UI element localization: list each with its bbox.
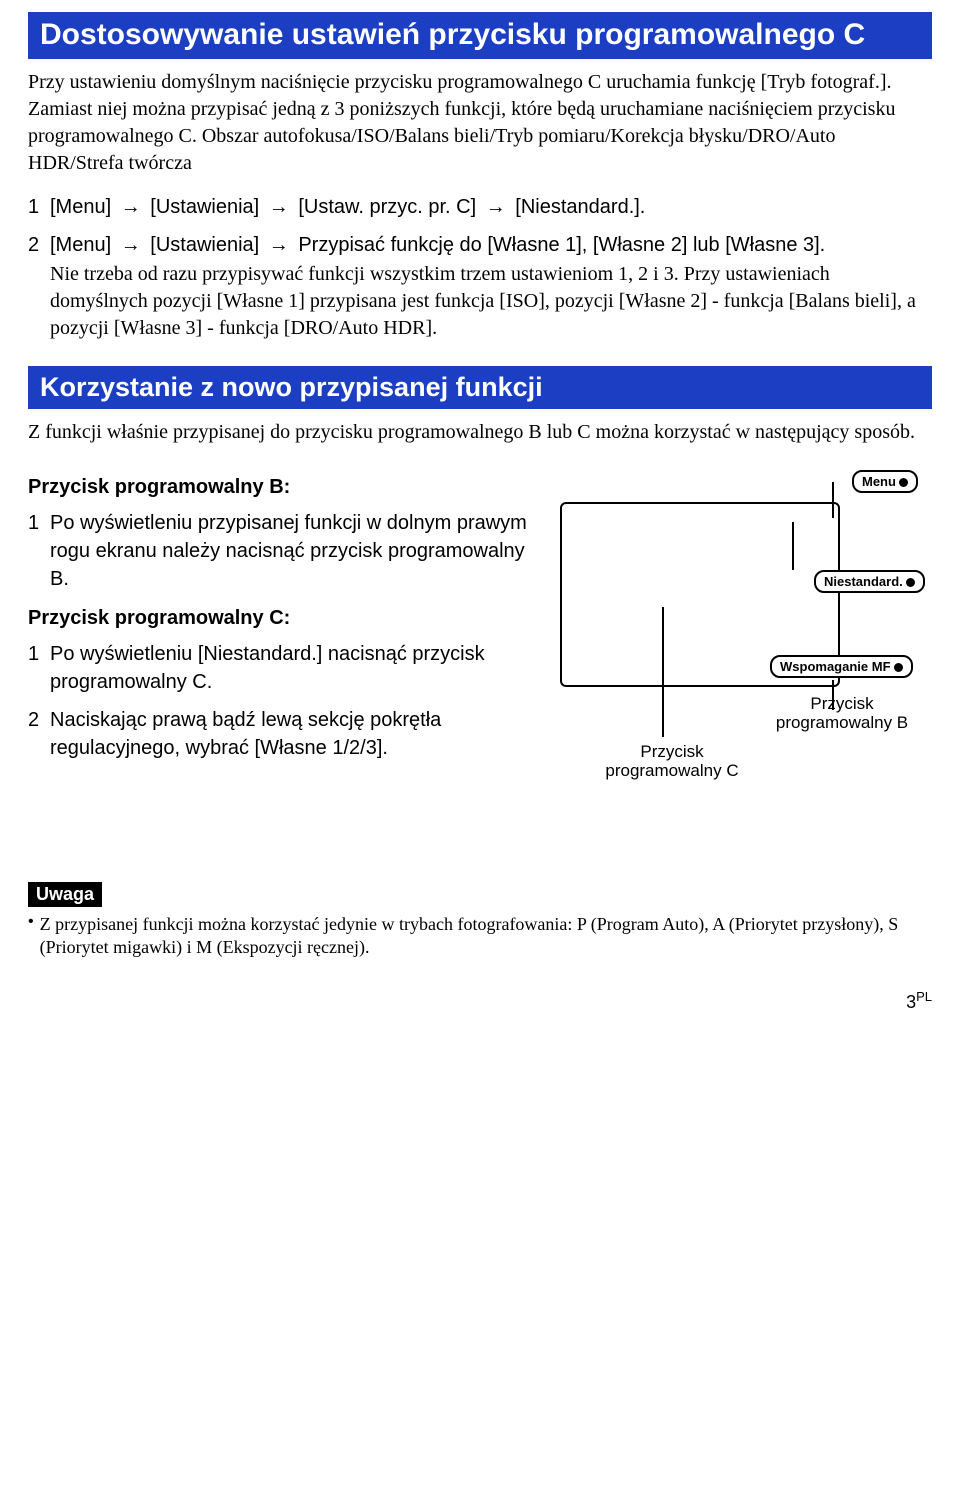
- arrow-icon: →: [269, 231, 289, 259]
- section1-title: Dostosowywanie ustawień przycisku progra…: [28, 12, 932, 59]
- step-note: Nie trzeba od razu przypisywać funkcji w…: [50, 261, 932, 342]
- wspomaganie-label: Wspomaganie MF: [770, 655, 913, 678]
- leader-line: [832, 482, 834, 518]
- note-section: Uwaga • Z przypisanej funkcji można korz…: [28, 882, 932, 960]
- section1-intro: Przy ustawieniu domyślnym naciśnięcie pr…: [28, 69, 932, 177]
- step-body: Po wyświetleniu [Niestandard.] nacisnąć …: [50, 640, 536, 696]
- bullet-icon: •: [28, 913, 34, 960]
- leader-line: [792, 522, 794, 570]
- step-number: 2: [28, 231, 50, 342]
- camera-diagram: Menu Niestandard. Wspomaganie MF Przycis…: [552, 462, 932, 822]
- step-number: 1: [28, 193, 50, 221]
- section2-intro: Z funkcji właśnie przypisanej do przycis…: [28, 419, 932, 446]
- section2-title: Korzystanie z nowo przypisanej funkcji: [28, 366, 932, 409]
- step: 2 [Menu] → [Ustawienia] → Przypisać funk…: [28, 231, 932, 342]
- sub-b-label: Przycisk programowalny B:: [28, 476, 536, 499]
- page-number: 3PL: [28, 989, 932, 1013]
- step-number: 2: [28, 706, 50, 762]
- step-main: [Menu] → [Ustawienia] → Przypisać funkcj…: [50, 231, 932, 259]
- step-number: 1: [28, 640, 50, 696]
- step-part: [Menu]: [50, 196, 111, 218]
- arrow-icon: →: [269, 193, 289, 221]
- step-part: [Ustawienia]: [150, 196, 259, 218]
- note-row: • Z przypisanej funkcji można korzystać …: [28, 913, 932, 960]
- right-column: Menu Niestandard. Wspomaganie MF Przycis…: [552, 462, 932, 822]
- dot-icon: [894, 663, 903, 672]
- arrow-icon: →: [121, 193, 141, 221]
- left-column: Przycisk programowalny B: 1 Po wyświetle…: [28, 462, 536, 772]
- leader-line: [662, 607, 664, 737]
- wspomaganie-text: Wspomaganie MF: [780, 659, 891, 674]
- menu-text: Menu: [862, 474, 896, 489]
- niestandard-text: Niestandard.: [824, 574, 903, 589]
- dot-icon: [899, 478, 908, 487]
- step-part: [Menu]: [50, 234, 111, 256]
- sub-c-label: Przycisk programowalny C:: [28, 607, 536, 630]
- step-part: [Ustawienia]: [150, 234, 259, 256]
- step-part: [Ustaw. przyc. pr. C]: [298, 196, 476, 218]
- two-column-layout: Przycisk programowalny B: 1 Po wyświetle…: [28, 462, 932, 822]
- step-part: Przypisać funkcję do [Własne 1], [Własne…: [298, 234, 825, 256]
- dot-icon: [906, 578, 915, 587]
- sub-b-steps: 1 Po wyświetleniu przypisanej funkcji w …: [28, 509, 536, 593]
- step-part: [Niestandard.].: [515, 196, 645, 218]
- page-num-value: 3: [906, 992, 916, 1012]
- page-suffix: PL: [916, 989, 932, 1004]
- step-main: [Menu] → [Ustawienia] → [Ustaw. przyc. p…: [50, 193, 932, 221]
- section1-steps: 1 [Menu] → [Ustawienia] → [Ustaw. przyc.…: [28, 193, 932, 342]
- step: 1 [Menu] → [Ustawienia] → [Ustaw. przyc.…: [28, 193, 932, 221]
- niestandard-label: Niestandard.: [814, 570, 925, 593]
- step-body: Naciskając prawą bądź lewą sekcję pokręt…: [50, 706, 536, 762]
- step: 2 Naciskając prawą bądź lewą sekcję pokr…: [28, 706, 536, 762]
- note-text: Z przypisanej funkcji można korzystać je…: [40, 913, 932, 960]
- step: 1 Po wyświetleniu [Niestandard.] nacisną…: [28, 640, 536, 696]
- caption-b: Przycisk programowalny B: [762, 694, 922, 733]
- arrow-icon: →: [121, 231, 141, 259]
- menu-label: Menu: [852, 470, 918, 493]
- arrow-icon: →: [486, 193, 506, 221]
- step-body: [Menu] → [Ustawienia] → [Ustaw. przyc. p…: [50, 193, 932, 221]
- sub-c-steps: 1 Po wyświetleniu [Niestandard.] nacisną…: [28, 640, 536, 762]
- step-body: Po wyświetleniu przypisanej funkcji w do…: [50, 509, 536, 593]
- step: 1 Po wyświetleniu przypisanej funkcji w …: [28, 509, 536, 593]
- caption-c: Przycisk programowalny C: [592, 742, 752, 781]
- step-number: 1: [28, 509, 50, 593]
- step-body: [Menu] → [Ustawienia] → Przypisać funkcj…: [50, 231, 932, 342]
- note-badge: Uwaga: [28, 882, 102, 907]
